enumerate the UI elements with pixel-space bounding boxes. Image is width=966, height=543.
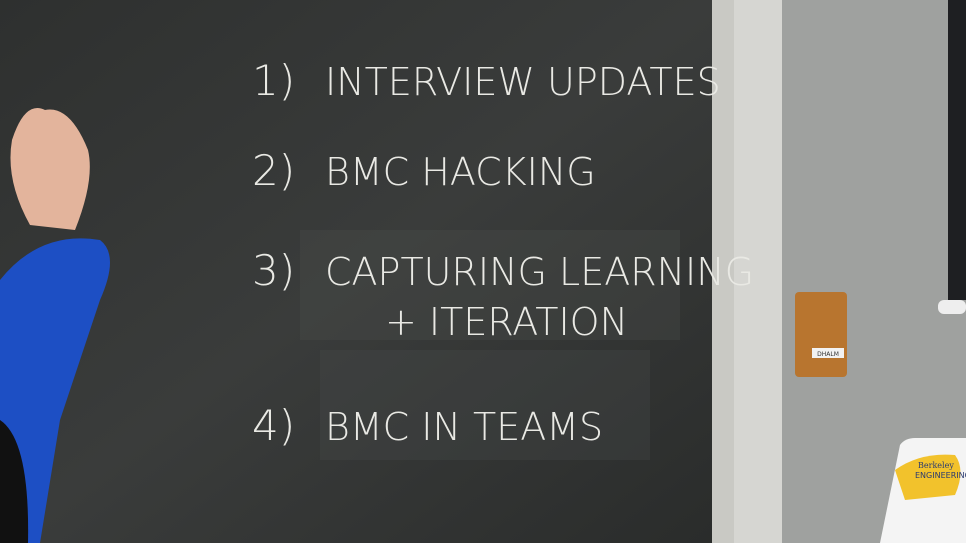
item-number: 4) bbox=[252, 401, 295, 450]
chalkboard bbox=[0, 0, 715, 543]
smudge bbox=[320, 350, 650, 460]
hand bbox=[10, 108, 90, 230]
wall-trim bbox=[734, 0, 782, 543]
item-text: INTERVIEW UPDATES bbox=[325, 60, 721, 104]
smudge bbox=[300, 230, 680, 340]
wood-block bbox=[795, 292, 847, 377]
item-text: CAPTURING LEARNING bbox=[325, 250, 754, 294]
sign-bear bbox=[895, 454, 961, 500]
sleeve bbox=[0, 238, 110, 543]
board-text: 1) INTERVIEW UPDATES 2) BMC HACKING 3) CAPTUR… bbox=[252, 56, 754, 450]
shirt bbox=[0, 420, 29, 543]
sign-text: Berkeley bbox=[918, 461, 954, 470]
item-number: 2) bbox=[252, 146, 295, 195]
board-frame bbox=[712, 0, 734, 543]
item-text: + ITERATION bbox=[385, 300, 628, 344]
item-number: 3) bbox=[252, 246, 295, 295]
item-text: BMC IN TEAMS bbox=[325, 405, 603, 449]
item-number: 1) bbox=[252, 56, 295, 105]
block-tag bbox=[812, 348, 844, 358]
block-label: DHALM bbox=[817, 351, 839, 358]
item-text: BMC HACKING bbox=[325, 150, 596, 194]
screen-edge bbox=[948, 0, 966, 300]
sign-text: ENGINEERING bbox=[915, 471, 966, 480]
hook bbox=[938, 300, 966, 314]
